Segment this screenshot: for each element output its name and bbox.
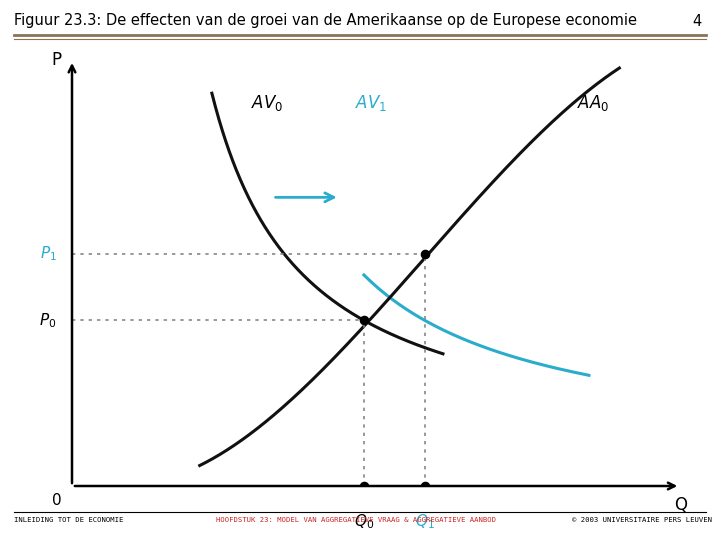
Text: P: P (52, 51, 62, 69)
Text: Q: Q (674, 496, 687, 514)
Text: 4: 4 (693, 14, 702, 29)
Text: $AA_0$: $AA_0$ (577, 93, 609, 113)
Text: $P_0$: $P_0$ (40, 311, 57, 330)
Point (419, 250, 431, 259)
Point (358, 482, 369, 490)
Text: $Q_0$: $Q_0$ (354, 512, 374, 531)
Text: © 2003 UNIVERSITAIRE PERS LEUVEN: © 2003 UNIVERSITAIRE PERS LEUVEN (572, 517, 712, 523)
Text: HOOFDSTUK 23: MODEL VAN AGGREGATIEVE VRAAG & AGGREGATIEVE AANBOD: HOOFDSTUK 23: MODEL VAN AGGREGATIEVE VRA… (216, 517, 496, 523)
Text: $AV_0$: $AV_0$ (251, 93, 284, 113)
Point (419, 482, 431, 490)
Text: 0: 0 (52, 492, 62, 508)
Text: INLEIDING TOT DE ECONOMIE: INLEIDING TOT DE ECONOMIE (14, 517, 124, 523)
Text: $P_1$: $P_1$ (40, 245, 57, 264)
Text: Figuur 23.3: De effecten van de groei van de Amerikaanse op de Europese economie: Figuur 23.3: De effecten van de groei va… (14, 14, 637, 29)
Text: $AV_1$: $AV_1$ (355, 93, 387, 113)
Point (358, 316, 369, 325)
Text: $Q_1$: $Q_1$ (415, 512, 435, 531)
